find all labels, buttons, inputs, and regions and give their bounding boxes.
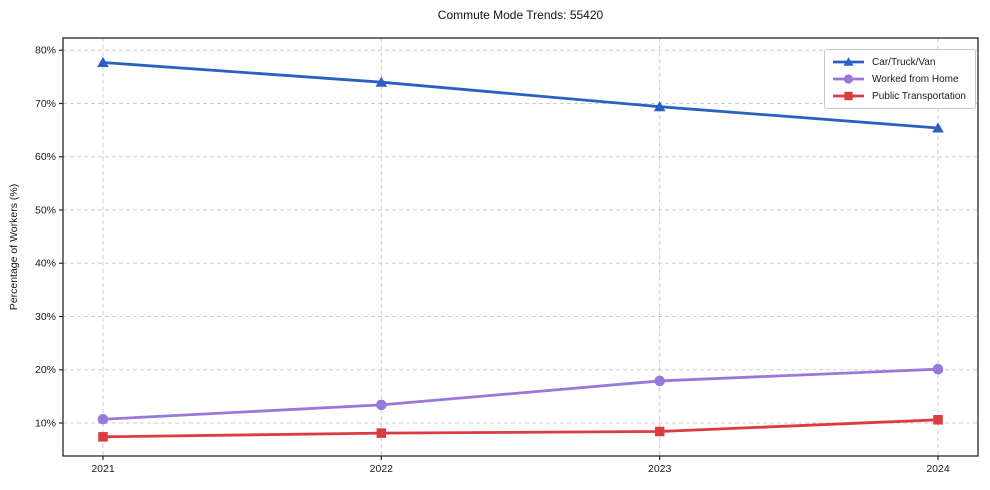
plot-spines — [62, 37, 979, 457]
y-tick-label: 20% — [35, 364, 56, 376]
legend-item: Car/Truck/Van — [832, 55, 966, 69]
series-line-triangle — [101, 61, 940, 130]
data-point-marker — [653, 101, 666, 112]
y-tick-label: 70% — [35, 98, 56, 110]
y-tick-label: 80% — [35, 45, 56, 57]
legend-item: Worked from Home — [832, 72, 966, 86]
data-point-marker — [932, 122, 944, 133]
legend-item: Public Transportation — [832, 89, 966, 103]
legend-label: Car/Truck/Van — [872, 56, 936, 68]
y-tick-label: 30% — [35, 311, 56, 323]
y-tick-label: 40% — [35, 258, 56, 270]
y-tick-label: 50% — [35, 204, 56, 216]
data-point-marker — [376, 428, 387, 438]
legend-triangle-sample — [833, 57, 865, 66]
x-tick-label: 2022 — [370, 463, 394, 475]
legend: Car/Truck/Van Worked from Home Public Tran… — [824, 49, 976, 109]
y-tick-label: 10% — [35, 417, 56, 429]
data-point-marker — [932, 363, 944, 375]
legend-label: Public Transportation — [872, 90, 966, 102]
x-tick-label: 2021 — [91, 463, 115, 475]
data-point-marker — [654, 375, 665, 387]
x-tick-label: 2024 — [926, 463, 950, 475]
legend-circle-sample — [833, 74, 865, 84]
data-point-marker — [98, 432, 108, 442]
x-tick-label: 2023 — [648, 463, 672, 475]
chart-title: Commute Mode Trends: 55420 — [437, 8, 604, 22]
y-tick-label: 60% — [35, 151, 56, 163]
data-point-marker — [376, 399, 387, 411]
series-line-square — [101, 418, 940, 439]
series-line-circle — [101, 367, 940, 421]
legend-square-sample — [833, 91, 865, 101]
legend-label: Worked from Home — [872, 73, 959, 85]
data-point-marker — [654, 426, 665, 437]
data-point-marker — [97, 56, 109, 67]
data-point-marker — [375, 76, 388, 87]
data-point-marker — [933, 415, 943, 425]
data-point-marker — [97, 413, 109, 425]
